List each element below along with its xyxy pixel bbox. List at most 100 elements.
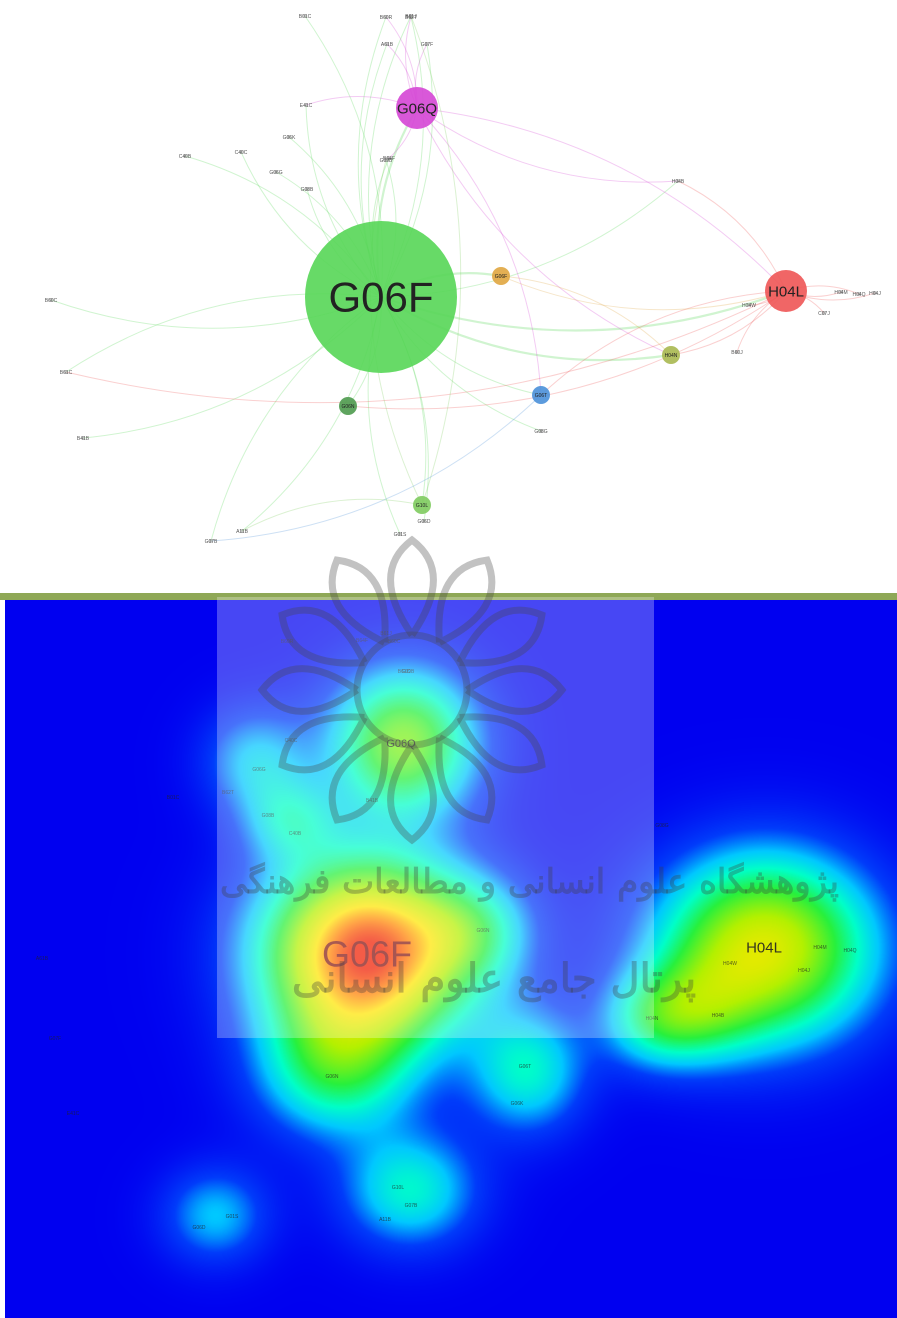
network-node-label: B61J: [405, 14, 417, 20]
heatmap-node-label: G06Q: [386, 738, 416, 750]
heatmap-canvas: [5, 600, 897, 1318]
network-node-circle: [857, 292, 861, 296]
network-node-circle: [274, 170, 278, 174]
network-node: G06D: [417, 519, 430, 525]
network-node: B60J: [731, 350, 743, 356]
network-node-circle: [492, 267, 510, 285]
heatmap-node-label: B41B: [366, 798, 379, 804]
heatmap-node-label: H04M: [813, 945, 826, 951]
heatmap-node-label: G01S: [226, 1214, 239, 1220]
network-node: B60R: [380, 15, 393, 21]
network-nodes: G06F G06Q H04L G06F H04N G06N G06T G10L B01C B60R…: [45, 14, 882, 545]
network-node-label: B41B: [77, 436, 90, 442]
network-edge: [416, 107, 542, 396]
network-node-label: G06D: [417, 519, 430, 525]
network-edge: [65, 290, 787, 404]
network-node-label: G10L: [416, 503, 428, 509]
network-edge: [416, 107, 672, 356]
network-node: G10L: [413, 496, 431, 514]
heatmap-node-label: H04J: [798, 968, 810, 974]
network-node-circle: [425, 42, 429, 46]
heatmap-node-label: H04L: [746, 939, 782, 956]
heatmap-node-label: H04Q: [843, 948, 856, 954]
network-node-circle: [287, 135, 291, 139]
network-node-circle: [396, 87, 438, 129]
network-node-label: C40C: [235, 150, 248, 156]
network-node-circle: [747, 303, 751, 307]
heatmap-node-label: H04N: [646, 1016, 659, 1022]
network-node-label: G08B: [301, 187, 314, 193]
network-node-label: G09B: [380, 158, 393, 164]
network-node: C40B: [179, 154, 192, 160]
network-node-circle: [240, 529, 244, 533]
network-node-circle: [839, 290, 843, 294]
network-edges: [50, 15, 876, 542]
network-node-label: H04M: [834, 290, 847, 296]
network-node: G07B: [205, 539, 218, 545]
network-node-circle: [305, 187, 309, 191]
network-node: G06N: [339, 397, 357, 415]
heatmap-node-label: E41C: [67, 1111, 80, 1117]
network-edge: [416, 107, 679, 183]
network-node: B64F: [383, 156, 395, 162]
network-node: B60C: [45, 298, 58, 304]
network-node: H04B: [672, 179, 685, 185]
network-node-label: A61B: [381, 42, 394, 48]
network-node-label: G01S: [394, 532, 407, 538]
network-node-circle: [539, 429, 543, 433]
network-node-label: H04Q: [852, 292, 865, 298]
network-node-label: G07B: [205, 539, 218, 545]
network-node-label: H04L: [768, 283, 804, 300]
network-node-label: G06F: [495, 274, 508, 280]
network-node-label: H04B: [672, 179, 685, 185]
network-node: G06K: [283, 135, 296, 141]
network-node: H04J: [869, 291, 881, 297]
heatmap-node-label: G06K: [511, 1101, 524, 1107]
network-node-label: H04W: [742, 303, 756, 309]
network-node: G06T: [532, 386, 550, 404]
network-node-circle: [209, 539, 213, 543]
heatmap-node-label: H04B: [712, 1013, 725, 1019]
heatmap-node-label: G06N: [476, 928, 489, 934]
network-node-circle: [64, 370, 68, 374]
network-node-circle: [873, 291, 877, 295]
network-node-label: E41C: [300, 103, 313, 109]
heatmap-node-label: G06N: [325, 1074, 338, 1080]
network-node-label: G06N: [341, 404, 354, 410]
network-edge: [500, 275, 672, 356]
network-edge: [210, 394, 542, 542]
network-node-circle: [81, 436, 85, 440]
network-node: G08G: [534, 429, 547, 435]
network-edge: [540, 290, 787, 396]
network-node: B01C: [299, 14, 312, 20]
heatmap-node-label: G08G: [655, 823, 668, 829]
network-edge: [241, 498, 423, 532]
network-node-circle: [384, 158, 388, 162]
network-node-circle: [385, 42, 389, 46]
heatmap-node-label: G06F: [322, 934, 412, 975]
network-node: B61J: [405, 14, 417, 20]
heatmap-node-label: G08B: [262, 813, 275, 819]
heatmap-node-label: B60C: [388, 639, 401, 645]
heatmap-node-label: A11B: [379, 1217, 392, 1223]
network-node: G06Q: [396, 87, 438, 129]
network-node: A61B: [381, 42, 394, 48]
network-node-circle: [413, 496, 431, 514]
network-edge: [500, 275, 787, 311]
network-node-label: G06G: [269, 170, 282, 176]
network-node-label: G08G: [534, 429, 547, 435]
network-node: H04N: [662, 346, 680, 364]
network-node-circle: [676, 179, 680, 183]
network-node: B61C: [60, 370, 73, 376]
heatmap-node-label: C40C: [285, 738, 298, 744]
network-node: A11B: [236, 529, 249, 535]
heatmap-node-label: B64F: [356, 638, 368, 644]
network-node-label: G06F: [328, 274, 433, 321]
heatmap-node-label: G09B: [402, 669, 415, 675]
network-node: H04M: [834, 290, 847, 296]
heatmap-node-label: G10L: [392, 1185, 404, 1191]
network-node-label: G06K: [283, 135, 296, 141]
network-node: G09B: [380, 158, 393, 164]
heatmap-node-label: G06D: [192, 1225, 205, 1231]
network-node-circle: [387, 156, 391, 160]
